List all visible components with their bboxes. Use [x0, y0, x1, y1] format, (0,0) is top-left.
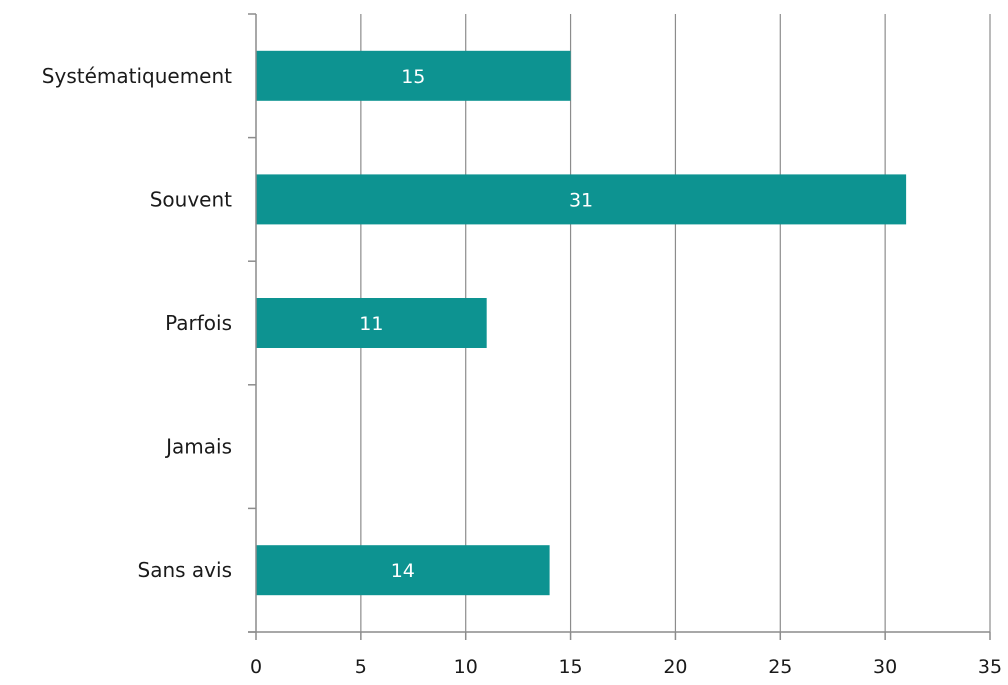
x-tick-label-5: 5 [355, 656, 367, 678]
bar-2 [256, 298, 487, 348]
bar-0 [256, 50, 571, 101]
gridlines [360, 14, 991, 632]
bar-4 [256, 545, 550, 596]
data-label-4: 14 [391, 560, 415, 582]
x-tick-label-0: 0 [250, 656, 262, 678]
bar-1 [256, 174, 907, 225]
x-tick-label-35: 35 [978, 656, 1002, 678]
category-label-1: Souvent [150, 187, 232, 211]
labels: 15 Systématiquement 31 Souvent 11 Parfois Jama… [42, 64, 1002, 678]
data-label-2: 11 [359, 313, 383, 335]
x-tick-label-20: 20 [663, 656, 687, 678]
x-tick-label-10: 10 [454, 656, 478, 678]
data-label-0: 15 [401, 66, 425, 88]
x-tick-label-30: 30 [873, 656, 897, 678]
category-label-4: Sans avis [138, 558, 232, 582]
data-label-1: 31 [569, 189, 593, 211]
axes [248, 13, 991, 640]
bars [256, 50, 907, 596]
category-label-0: Systématiquement [42, 64, 232, 88]
x-tick-label-15: 15 [558, 656, 582, 678]
category-label-2: Parfois [165, 311, 232, 335]
category-label-3: Jamais [164, 435, 232, 459]
x-tick-label-25: 25 [768, 656, 792, 678]
